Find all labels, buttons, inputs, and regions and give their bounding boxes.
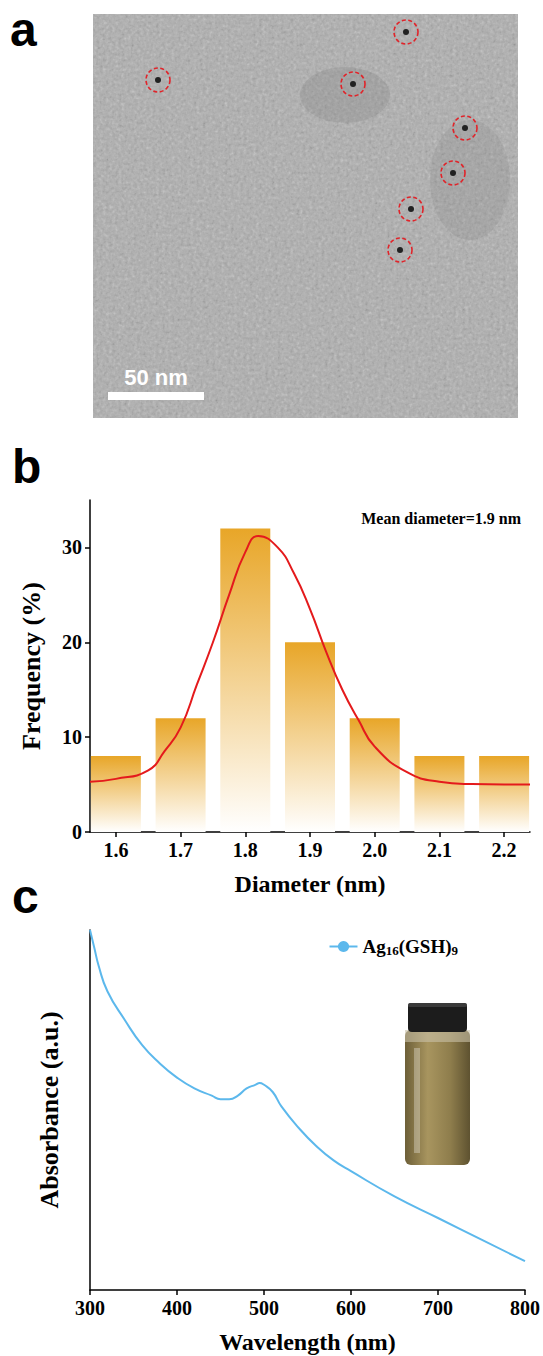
svg-text:1.6: 1.6 [103, 839, 128, 861]
svg-text:400: 400 [162, 1297, 192, 1319]
svg-text:700: 700 [423, 1297, 453, 1319]
svg-text:30: 30 [62, 536, 82, 558]
svg-text:50 nm: 50 nm [124, 365, 188, 390]
svg-text:Wavelength (nm): Wavelength (nm) [219, 1329, 396, 1355]
svg-text:c: c [12, 870, 39, 923]
svg-text:Mean diameter=1.9 nm: Mean diameter=1.9 nm [361, 510, 521, 527]
svg-text:1.7: 1.7 [168, 839, 193, 861]
svg-text:1.9: 1.9 [298, 839, 323, 861]
svg-text:9: 9 [452, 943, 459, 958]
svg-text:(GSH): (GSH) [399, 936, 452, 958]
svg-text:2.1: 2.1 [427, 839, 452, 861]
svg-text:500: 500 [249, 1297, 279, 1319]
svg-text:0: 0 [72, 821, 82, 843]
svg-text:Diameter (nm): Diameter (nm) [235, 871, 386, 897]
svg-text:Absorbance (a.u.): Absorbance (a.u.) [35, 1011, 64, 1208]
svg-text:a: a [10, 3, 37, 56]
svg-text:b: b [12, 440, 41, 493]
svg-text:600: 600 [336, 1297, 366, 1319]
svg-text:1.8: 1.8 [233, 839, 258, 861]
svg-text:2.2: 2.2 [492, 839, 517, 861]
svg-text:800: 800 [510, 1297, 540, 1319]
svg-text:300: 300 [75, 1297, 105, 1319]
svg-text:20: 20 [62, 631, 82, 653]
svg-text:10: 10 [62, 726, 82, 748]
svg-text:2.0: 2.0 [362, 839, 387, 861]
svg-text:Frequency (%): Frequency (%) [17, 582, 46, 750]
svg-text:Ag: Ag [363, 936, 387, 957]
svg-text:16: 16 [386, 943, 400, 958]
